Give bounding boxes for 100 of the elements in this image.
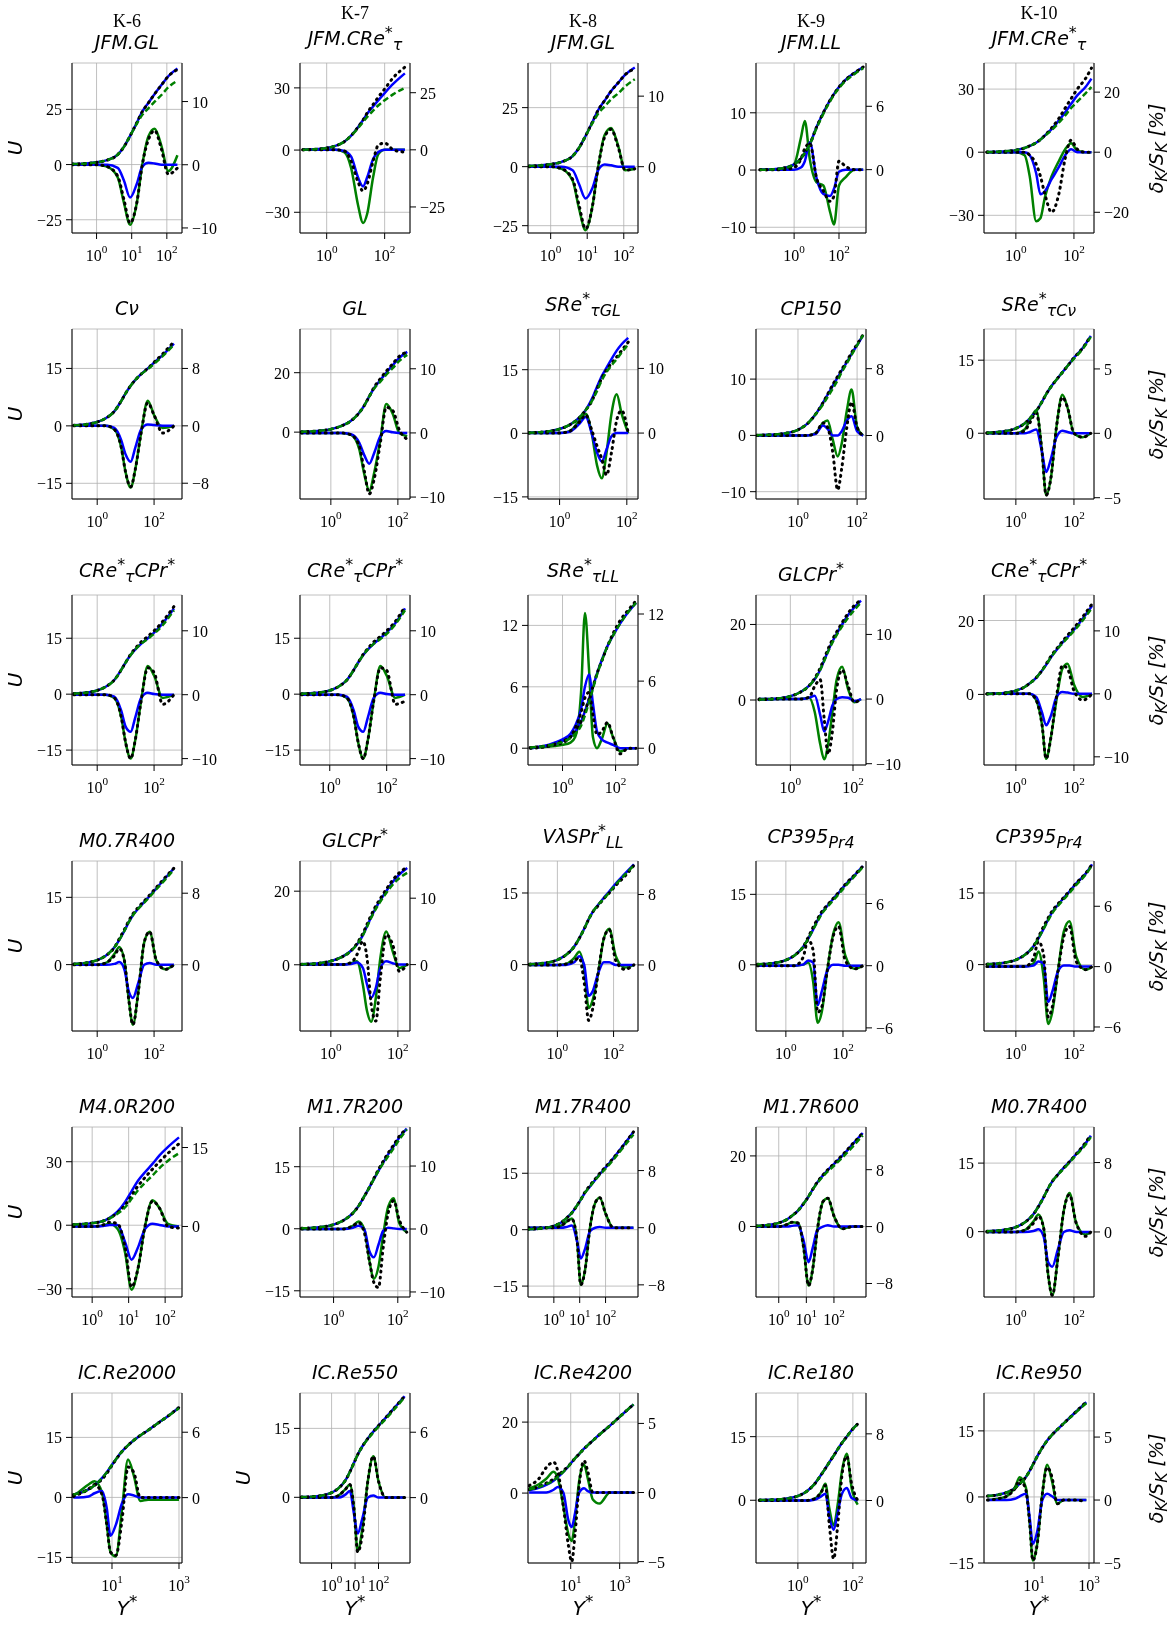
chart-title: M1.7R200 [306,1095,404,1118]
y2-tick-label: 0 [648,424,656,442]
y-tick-label: 0 [54,685,62,703]
x-tick-label: 10$^{2}$ [375,775,398,796]
y2-tick-label: 0 [1104,1491,1112,1509]
y2-tick-label: 0 [1104,424,1112,442]
y2-tick-label: 0 [420,141,428,159]
y2-tick-label: 10 [420,622,436,640]
y-tick-label: 20 [274,364,290,382]
x-tick-label: 10$^{0}$ [86,775,109,796]
chart-title: M1.7R600 [762,1095,860,1118]
y2-tick-label: 8 [648,1162,656,1180]
y2-tick-label: 0 [1104,143,1112,161]
x-tick-label: 10$^{0}$ [775,1041,798,1062]
y2-tick-label: 0 [192,1217,200,1235]
y2-tick-label: 6 [420,1423,428,1441]
y2-tick-label: 10 [420,1157,436,1175]
chart-title: GLCPr$^{*}$ [322,824,388,852]
x-tick-label: 10$^{2}$ [387,1041,409,1062]
y-tick-label: 0 [510,1221,518,1239]
y-tick-label: 15 [958,351,974,369]
chart-title: M0.7R400 [990,1095,1088,1118]
y-tick-label: 15 [46,629,62,647]
y2-tick-label: 0 [648,739,656,757]
x-tick-label: 10$^{0}$ [779,775,802,796]
y-tick-label: −25 [492,217,518,235]
x-tick-label: 10$^{2}$ [156,243,178,264]
y2-tick-label: −20 [1104,203,1130,221]
y2-tick-label: 10 [192,622,208,640]
y2-tick-label: 8 [876,1161,884,1179]
chart-title: K-9 [797,11,825,33]
x-tick-label: 10$^{3}$ [168,1573,191,1594]
y-tick-label: 30 [958,80,974,98]
y2-tick-label: −8 [876,1274,894,1292]
y2-tick-label: 20 [1104,83,1120,101]
y2-tick-label: 10 [648,87,664,105]
y-tick-label: 15 [46,888,62,906]
y-tick-label: 0 [510,1484,518,1502]
y-tick-label: −15 [36,1548,62,1566]
y2-tick-label: 0 [420,424,428,442]
chart-title: CP395$_{Pr4}$ [995,825,1083,852]
chart-title: IC.Re4200 [533,1361,633,1384]
y2-tick-label: 6 [876,97,884,115]
x-tick-label: 10$^{0}$ [548,509,571,530]
y2-tick-label: 0 [192,686,200,704]
y-tick-label: 15 [274,1419,290,1437]
x-tick-label: 10$^{2}$ [373,243,396,264]
y-tick-label: 15 [958,884,974,902]
x-tick-label: 10$^{0}$ [320,1041,343,1062]
x-tick-label: 10$^{2}$ [143,775,165,796]
y2-tick-label: 6 [648,672,656,690]
y-tick-label: 30 [274,79,290,97]
x-tick-label: 10$^{2}$ [594,1307,617,1328]
y-tick-label: 15 [958,1422,974,1440]
chart-title: IC.Re180 [767,1361,855,1384]
y-axis-title: U [2,406,27,422]
y-tick-label: 15 [502,884,518,902]
chart-title: M4.0R200 [78,1095,176,1118]
y-tick-label: 15 [502,361,518,379]
x-axis-title: Y$^{*}$ [115,1592,139,1620]
x-tick-label: 10$^{2}$ [832,1041,854,1062]
y2-tick-label: 0 [876,1492,884,1509]
y2-tick-label: 8 [876,1425,884,1443]
x-tick-label: 10$^{2}$ [1063,1041,1085,1062]
y-tick-label: 0 [738,161,746,179]
chart-title: K-7 [341,3,369,24]
y-tick-label: 20 [730,1147,746,1165]
y-tick-label: −30 [36,1280,62,1298]
y2-tick-label: −8 [192,474,210,492]
y-tick-label: 0 [966,1223,974,1241]
y-tick-label: 30 [46,1153,62,1171]
y-tick-label: 15 [958,1154,974,1172]
y2-tick-label: 8 [192,884,200,902]
y-axis-title: U [2,938,27,954]
y-tick-label: −15 [264,741,290,759]
y2-tick-label: 10 [876,625,892,643]
y-tick-label: 15 [502,1164,518,1182]
y-tick-label: −15 [492,1277,518,1295]
chart-title: M0.7R400 [78,829,176,852]
x-tick-label: 10$^{2}$ [828,243,850,264]
y2-tick-label: −10 [192,219,218,237]
y2-tick-label: 10 [1104,622,1120,640]
y-axis-title: U [2,140,27,156]
x-axis-title: Y$^{*}$ [799,1592,823,1620]
x-tick-label: 10$^{2}$ [823,1307,845,1328]
x-tick-label: 10$^{2}$ [387,1307,409,1328]
x-tick-label: 10$^{2}$ [1063,509,1085,530]
x-tick-label: 10$^{0}$ [551,775,574,796]
y2-tick-label: 25 [420,84,436,102]
y-tick-label: 12 [502,616,518,634]
x-tick-label: 10$^{0}$ [320,509,343,530]
y-tick-label: −30 [948,206,974,224]
y-tick-label: 0 [510,158,518,176]
y2-tick-label: 5 [1104,1428,1112,1446]
chart-title: CRe$^{*}$$_{τ}$CPr$^{*}$ [990,554,1088,586]
x-tick-label: 10$^{2}$ [612,243,635,264]
y-tick-label: 25 [46,100,62,118]
chart-title: M1.7R400 [534,1095,632,1118]
y2-tick-label: −5 [1104,489,1122,507]
x-axis-title: Y$^{*}$ [343,1592,367,1620]
